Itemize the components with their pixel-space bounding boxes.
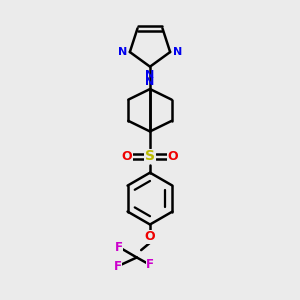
Text: N: N: [172, 47, 182, 57]
Text: O: O: [168, 150, 178, 163]
Text: F: F: [146, 258, 154, 271]
Text: S: S: [145, 149, 155, 164]
Text: N: N: [146, 70, 154, 80]
Text: O: O: [145, 230, 155, 243]
Text: N: N: [118, 47, 128, 57]
Text: F: F: [115, 241, 123, 254]
Text: F: F: [114, 260, 122, 273]
Text: N: N: [146, 77, 154, 87]
Text: O: O: [122, 150, 132, 163]
